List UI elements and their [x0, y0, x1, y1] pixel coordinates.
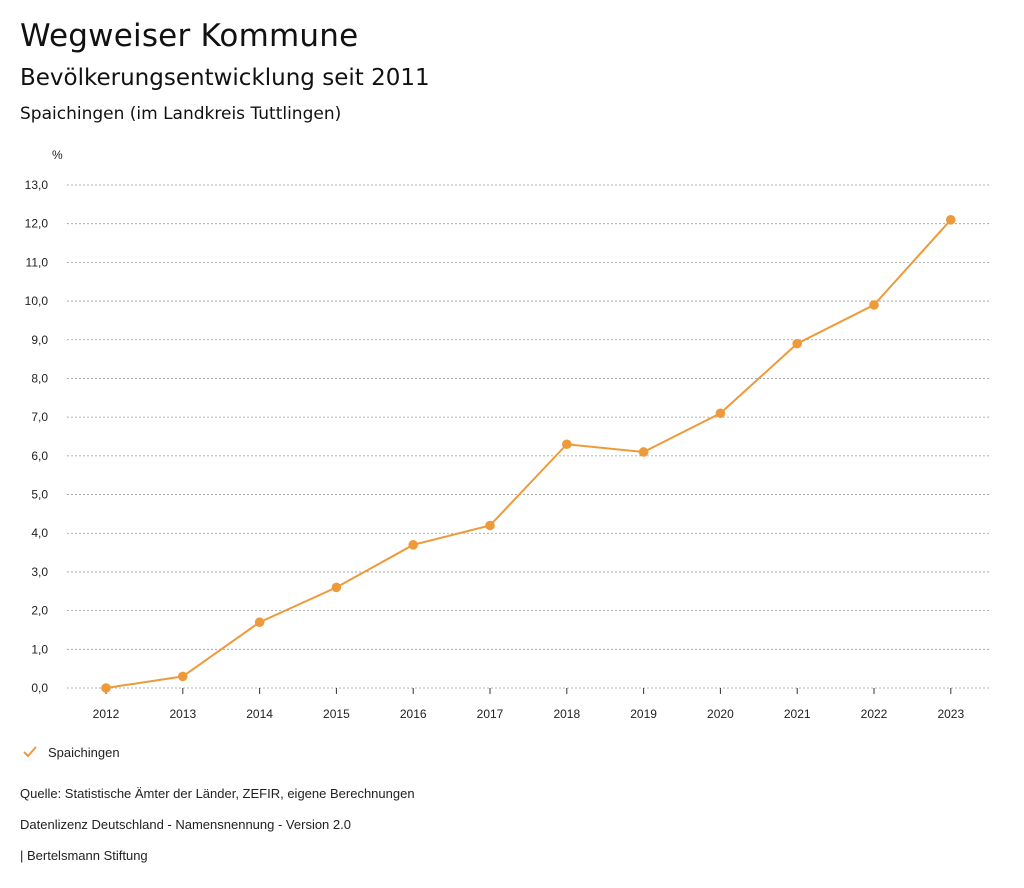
series-line-spaichingen: [105, 219, 952, 689]
y-tick-label: 9,0: [31, 333, 48, 347]
y-axis-unit: %: [52, 148, 63, 162]
data-point: [101, 683, 111, 693]
legend-label: Spaichingen: [48, 744, 120, 760]
y-tick-label: 1,0: [31, 642, 48, 656]
check-icon: [23, 746, 37, 758]
y-tick-label: 10,0: [25, 294, 49, 308]
y-tick-label: 3,0: [31, 565, 48, 579]
x-tick-label: 2023: [937, 707, 964, 721]
y-tick-label: 5,0: [31, 488, 48, 502]
y-tick-label: 0,0: [31, 681, 48, 695]
x-tick-label: 2016: [400, 707, 427, 721]
x-tick-label: 2015: [323, 707, 350, 721]
y-tick-label: 6,0: [31, 449, 48, 463]
y-tick-label: 12,0: [25, 217, 49, 231]
data-point: [946, 215, 956, 225]
license-note: Datenlizenz Deutschland - Namensnennung …: [20, 817, 351, 832]
x-tick-label: 2012: [93, 707, 120, 721]
y-tick-label: 2,0: [31, 604, 48, 618]
line-chart: % 0,0 1,0 2,0 3,0 4,0 5,0 6,0 7,0 8,0 9,0 10,0 11,0 1…: [25, 148, 991, 721]
data-point: [792, 338, 802, 349]
x-tick-label: 2014: [246, 707, 273, 721]
data-point: [254, 617, 265, 628]
x-tick-label: 2021: [784, 707, 811, 721]
x-tick-label: 2013: [169, 707, 196, 721]
y-tick-label: 7,0: [31, 410, 48, 424]
x-tick-label: 2020: [707, 707, 734, 721]
chart-subtitle: Bevölkerungsentwicklung seit 2011: [20, 65, 430, 91]
y-tick-label: 4,0: [31, 526, 48, 540]
x-tick-label: 2022: [861, 707, 888, 721]
data-point: [485, 520, 495, 531]
source-note: Quelle: Statistische Ämter der Länder, Z…: [20, 786, 415, 801]
publisher-note: | Bertelsmann Stiftung: [20, 848, 148, 863]
x-tick-label: 2019: [630, 707, 657, 721]
y-tick-label: 13,0: [25, 178, 49, 192]
data-point: [178, 671, 188, 682]
data-point: [331, 582, 342, 593]
page-title: Wegweiser Kommune: [20, 18, 359, 54]
data-point: [408, 540, 419, 550]
data-point: [715, 408, 726, 419]
legend-item-spaichingen[interactable]: Spaichingen: [22, 744, 120, 760]
x-tick-label: 2018: [553, 707, 580, 721]
region-label: Spaichingen (im Landkreis Tuttlingen): [20, 104, 342, 124]
data-point: [869, 300, 879, 310]
y-tick-label: 8,0: [31, 371, 48, 385]
data-point: [562, 439, 572, 450]
data-point: [638, 447, 649, 457]
x-tick-label: 2017: [477, 707, 504, 721]
y-tick-label: 11,0: [26, 255, 49, 269]
